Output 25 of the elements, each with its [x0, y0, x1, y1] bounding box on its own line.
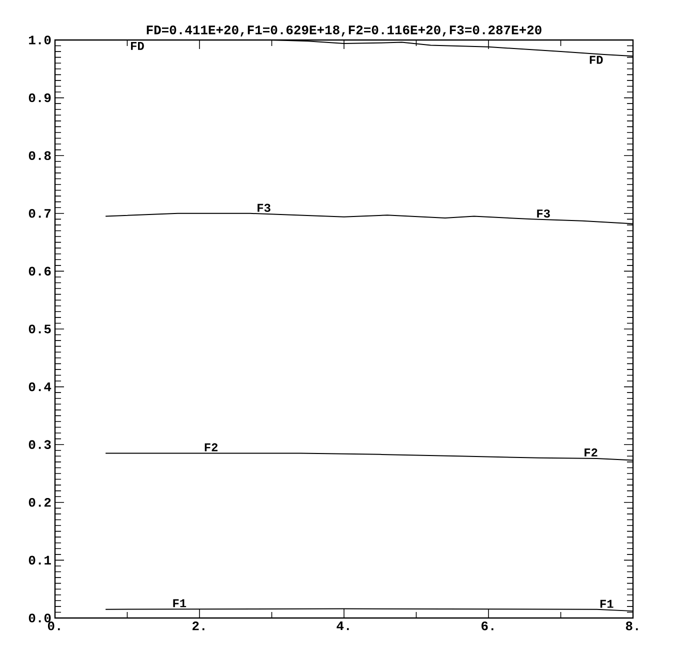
- y-tick-label: 0.0: [28, 614, 51, 622]
- x-tick-label: 8.: [626, 622, 638, 630]
- y-tick-label: 0.5: [28, 324, 51, 334]
- y-tick-label: 0.4: [28, 382, 52, 392]
- y-tick-label: 0.3: [28, 440, 51, 449]
- text: F1: [173, 599, 186, 608]
- y-tick-label: 0.9: [28, 93, 51, 102]
- text: F3: [537, 209, 550, 218]
- y-tick-label: 0.8: [28, 151, 51, 160]
- y-tick-label: 0.7: [28, 208, 51, 218]
- legend-label: F2: [584, 448, 598, 456]
- legend-label: FD: [590, 56, 603, 64]
- y-tick-label: 0.2: [28, 498, 51, 507]
- series-label: F3: [258, 204, 270, 212]
- text: F2: [204, 443, 218, 452]
- x-tick-label: 6.: [482, 622, 494, 630]
- x-tick-label: 4.: [336, 622, 349, 630]
- chart-title: FD=0.411E+20,F1=0.629E+18,F2=0.116E+20,F3=0.287E+20: [146, 26, 542, 36]
- x-tick-label: 0.: [48, 622, 60, 630]
- x-tick-label: 2.: [192, 622, 204, 630]
- y-tick-label: 0.1: [28, 556, 51, 565]
- y-tick-label: 0.6: [28, 266, 51, 276]
- text: FD: [131, 42, 144, 50]
- y-tick-label: 1.0: [29, 36, 51, 44]
- legend-label: F1: [600, 600, 614, 608]
